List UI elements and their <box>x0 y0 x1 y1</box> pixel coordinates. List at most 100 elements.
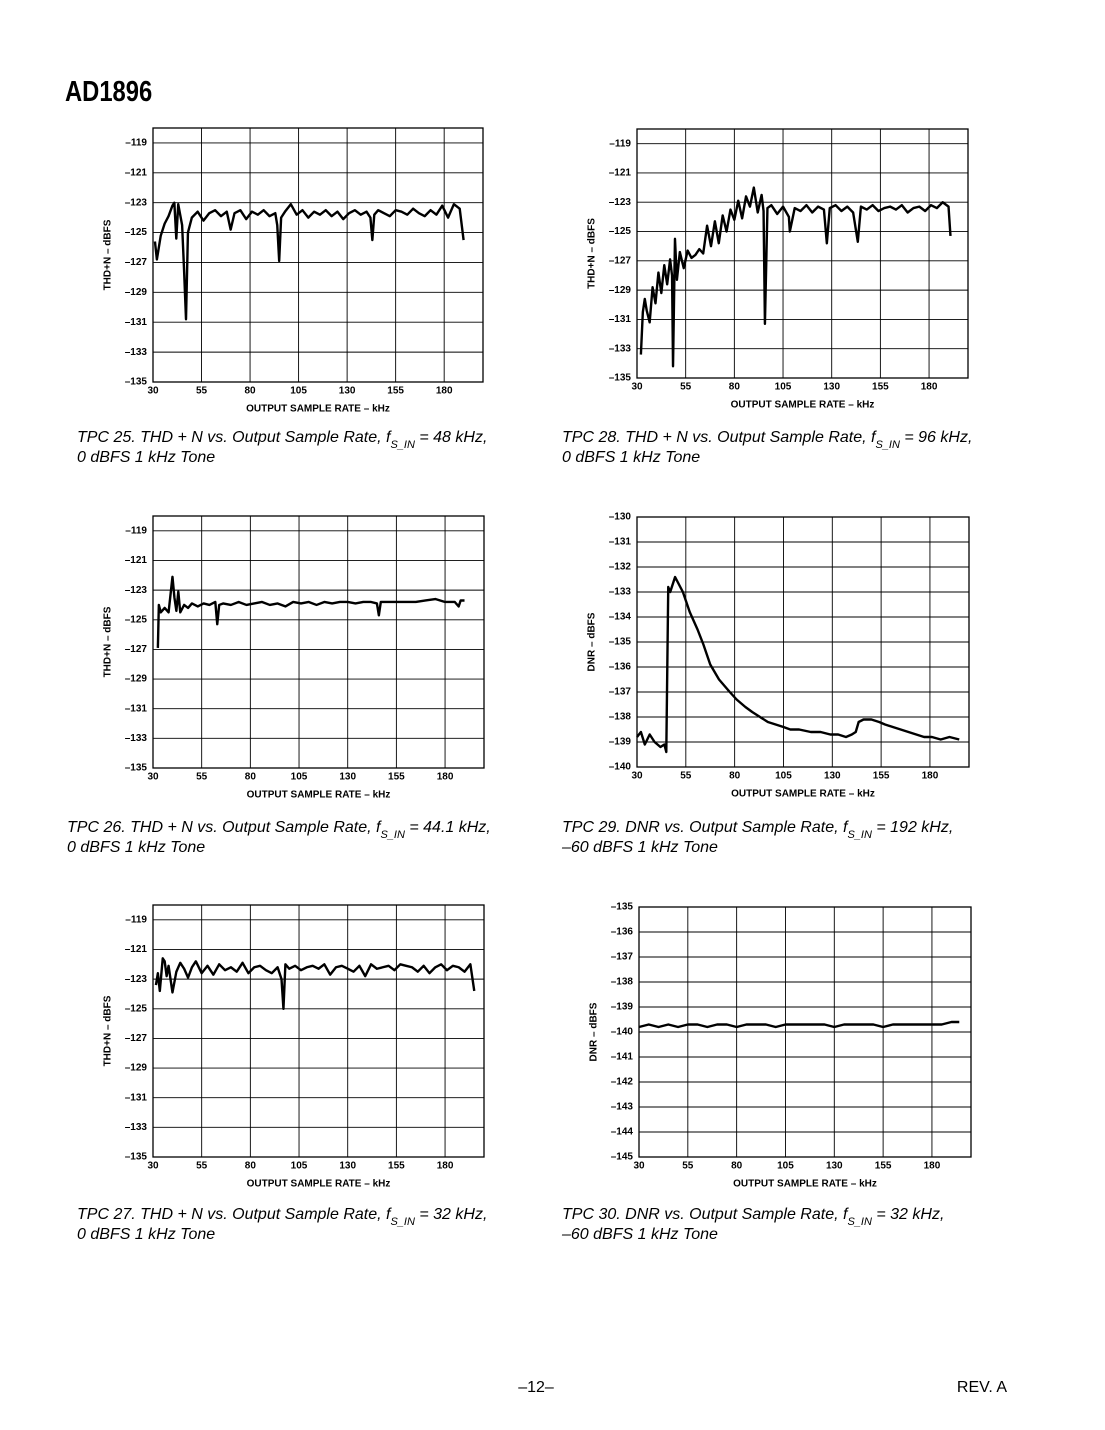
caption-text: TPC 27. THD + N vs. Output Sample Rate, … <box>77 1206 392 1223</box>
x-tick-label: 105 <box>291 772 308 783</box>
x-tick-label: 155 <box>388 1161 405 1172</box>
x-tick-label: 180 <box>436 386 453 397</box>
y-tick-label: –123 <box>125 197 148 208</box>
y-tick-label: –129 <box>125 287 148 298</box>
x-tick-label: 105 <box>777 1161 794 1172</box>
y-tick-label: –135 <box>609 637 632 648</box>
caption: –60 dBFS 1 kHz Tone <box>561 1226 718 1243</box>
y-tick-label: –127 <box>125 1033 148 1044</box>
caption: 0 dBFS 1 kHz Tone <box>77 449 215 466</box>
plot-frame <box>152 127 484 383</box>
x-tick-label: 130 <box>339 772 356 783</box>
x-tick-label: 180 <box>437 1161 454 1172</box>
y-tick-label: –145 <box>611 1152 634 1163</box>
caption-text: = 32 kHz, <box>872 1206 944 1223</box>
x-axis-label: OUTPUT SAMPLE RATE – kHz <box>731 400 875 411</box>
y-tick-label: –133 <box>609 343 632 354</box>
y-tick-label: –133 <box>125 347 148 358</box>
y-tick-label: –123 <box>609 197 632 208</box>
y-tick-label: –119 <box>125 525 147 536</box>
y-tick-label: –130 <box>609 512 632 523</box>
chart: –135 –133 –131 –129 –127 –125 –123 –121 –119 30 55… <box>77 127 487 466</box>
y-tick-label: –142 <box>611 1077 634 1088</box>
caption-subscript: S_IN <box>847 829 872 841</box>
y-tick-label: –133 <box>125 1122 148 1133</box>
y-tick-label: –143 <box>611 1102 634 1113</box>
x-tick-label: 155 <box>872 382 889 393</box>
chart: –135 –133 –131 –129 –127 –125 –123 –121 –119 30 55… <box>77 904 487 1243</box>
x-tick-label: 30 <box>631 382 643 393</box>
x-tick-label: 105 <box>775 382 792 393</box>
y-axis-label: DNR – dBFS <box>587 612 598 671</box>
y-tick-label: –136 <box>611 927 634 938</box>
y-tick-label: –144 <box>611 1127 634 1138</box>
caption: 0 dBFS 1 kHz Tone <box>67 839 205 856</box>
x-tick-label: 30 <box>147 1161 159 1172</box>
y-tick-label: –125 <box>125 1003 148 1014</box>
y-tick-label: –121 <box>125 167 148 178</box>
plot-frame <box>636 128 969 379</box>
y-tick-label: –139 <box>611 1002 634 1013</box>
y-tick-label: –137 <box>611 952 634 963</box>
y-axis-label: THD+N – dBFS <box>103 995 114 1066</box>
x-tick-label: 180 <box>924 1161 941 1172</box>
y-axis-label: THD+N – dBFS <box>103 219 114 290</box>
data-line <box>156 575 465 648</box>
x-tick-label: 180 <box>921 382 938 393</box>
y-tick-label: –123 <box>125 974 148 985</box>
x-tick-label: 55 <box>680 771 692 782</box>
y-tick-label: –135 <box>609 373 632 384</box>
data-line <box>154 957 476 1010</box>
caption-subscript: S_IN <box>875 439 900 451</box>
x-tick-label: 30 <box>147 386 159 397</box>
caption-text: TPC 29. DNR vs. Output Sample Rate, f <box>562 819 849 836</box>
y-tick-label: –138 <box>611 977 634 988</box>
caption-subscript: S_IN <box>390 1216 415 1228</box>
y-tick-label: –140 <box>609 762 632 773</box>
x-tick-label: 180 <box>437 772 454 783</box>
x-tick-label: 130 <box>339 386 356 397</box>
x-tick-label: 130 <box>823 382 840 393</box>
data-line <box>639 186 952 368</box>
y-axis-label: DNR – dBFS <box>589 1002 600 1061</box>
x-tick-label: 80 <box>245 1161 257 1172</box>
x-tick-label: 155 <box>387 386 404 397</box>
x-tick-label: 105 <box>291 1161 308 1172</box>
y-tick-label: –131 <box>125 703 148 714</box>
caption-text: = 48 kHz, <box>415 429 487 446</box>
caption-subscript: S_IN <box>847 1216 872 1228</box>
x-tick-label: 155 <box>388 772 405 783</box>
y-tick-label: –131 <box>609 314 632 325</box>
plot-frame <box>152 515 485 769</box>
y-tick-label: –140 <box>611 1027 634 1038</box>
caption: TPC 30. DNR vs. Output Sample Rate, fS_I… <box>562 1206 944 1228</box>
caption-subscript: S_IN <box>380 829 405 841</box>
data-line <box>636 575 960 754</box>
y-tick-label: –121 <box>609 168 632 179</box>
y-tick-label: –141 <box>611 1052 634 1063</box>
y-tick-label: –137 <box>609 687 632 698</box>
caption: 0 dBFS 1 kHz Tone <box>77 1226 215 1243</box>
x-tick-label: 80 <box>731 1161 743 1172</box>
caption-text: TPC 26. THD + N vs. Output Sample Rate, … <box>67 819 382 836</box>
caption-subscript: S_IN <box>390 439 415 451</box>
y-tick-label: –135 <box>125 1152 148 1163</box>
plot-frame <box>152 904 485 1158</box>
caption-text: = 96 kHz, <box>900 429 972 446</box>
data-line <box>638 1020 960 1029</box>
page-number: –12– <box>518 1379 554 1396</box>
y-tick-label: –127 <box>125 644 148 655</box>
y-tick-label: –127 <box>609 255 632 266</box>
x-tick-label: 80 <box>729 771 741 782</box>
chart: –140 –139 –138 –137 –136 –135 –134 –133 –132 –131… <box>561 512 970 856</box>
y-tick-label: –129 <box>125 674 148 685</box>
caption-text: TPC 28. THD + N vs. Output Sample Rate, … <box>562 429 877 446</box>
y-tick-label: –135 <box>611 902 634 913</box>
caption-text: TPC 30. DNR vs. Output Sample Rate, f <box>562 1206 849 1223</box>
y-tick-label: –119 <box>125 914 147 925</box>
y-tick-label: –134 <box>609 612 632 623</box>
x-tick-label: 180 <box>922 771 939 782</box>
y-tick-label: –131 <box>125 317 148 328</box>
x-tick-label: 80 <box>244 386 256 397</box>
x-tick-label: 155 <box>873 771 890 782</box>
